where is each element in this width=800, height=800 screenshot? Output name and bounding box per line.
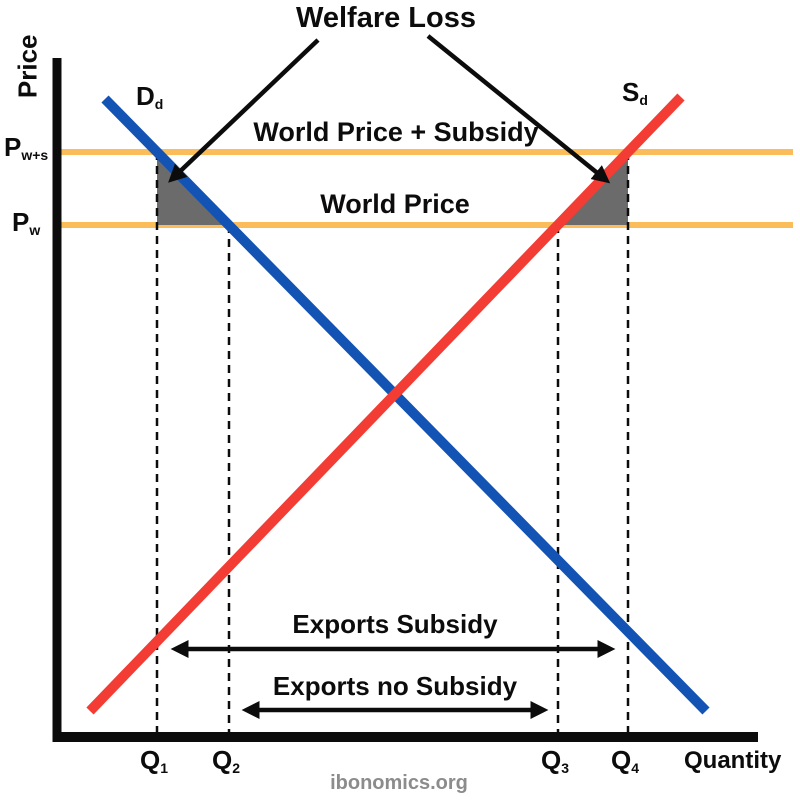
q3-subscript: 3 — [561, 760, 570, 776]
q-symbol: Q — [541, 745, 562, 775]
q2-subscript: 2 — [232, 760, 241, 776]
p-w-subscript: w — [29, 222, 41, 238]
q-symbol: Q — [212, 745, 233, 775]
welfare-loss-pointer-right — [426, 34, 611, 184]
q4-subscript: 4 — [631, 760, 640, 776]
welfare-loss-label: Welfare Loss — [296, 2, 476, 34]
p-symbol: P — [4, 132, 22, 162]
world-price-label: World Price — [320, 189, 470, 219]
supply-curve — [86, 93, 685, 715]
world-price-plus-subsidy-label: World Price + Subsidy — [253, 117, 539, 147]
exports-subsidy-label: Exports Subsidy — [292, 609, 498, 639]
quantity-axis-label: Quantity — [684, 747, 782, 774]
welfare-loss-pointer-left — [168, 38, 320, 183]
p-ws-subscript: w+s — [21, 147, 49, 163]
demand-symbol: D — [136, 81, 155, 111]
exports-no-subsidy-label: Exports no Subsidy — [272, 671, 518, 701]
demand-curve — [101, 95, 710, 715]
supply-subscript: d — [639, 92, 648, 108]
supply-symbol: S — [622, 77, 640, 107]
watermark-text: ibonomics.org — [330, 772, 468, 794]
demand-subscript: d — [154, 96, 164, 112]
q1-subscript: 1 — [160, 760, 169, 776]
price-axis-label: Price — [12, 34, 43, 99]
p-symbol: P — [12, 207, 30, 237]
q-symbol: Q — [611, 745, 632, 775]
q-symbol: Q — [140, 745, 161, 775]
